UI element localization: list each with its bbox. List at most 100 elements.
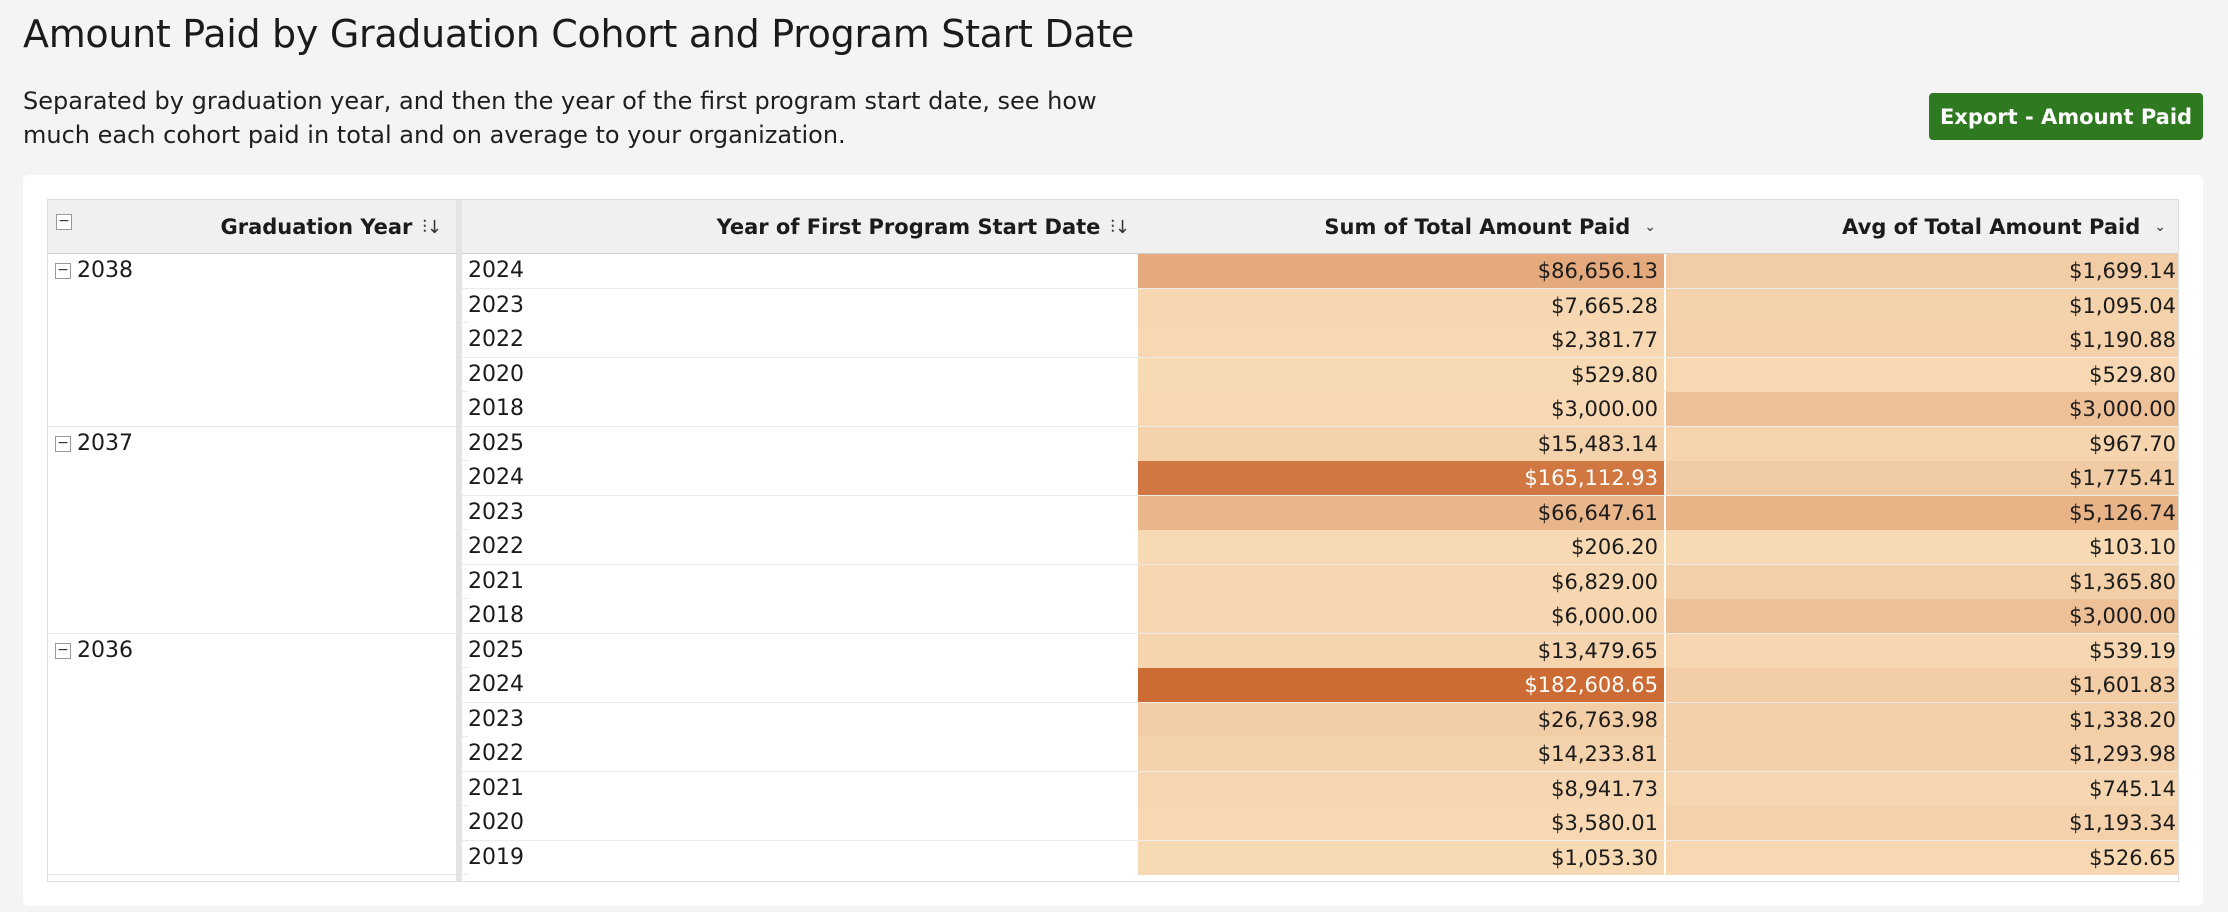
table-row: 2023 $7,665.28 $1,095.04	[462, 288, 2178, 323]
table-row: 2024 $165,112.93 $1,775.41	[462, 461, 2178, 496]
sum-amount-cell: $1,053.30	[1138, 840, 1664, 875]
start-year-cell: 2022	[468, 323, 1138, 357]
column-header-label: Graduation Year	[220, 215, 413, 239]
sum-amount-cell: $15,483.14	[1138, 426, 1664, 461]
column-resize-handle[interactable]	[456, 200, 462, 881]
page-description: Separated by graduation year, and then t…	[23, 87, 1097, 149]
column-header-graduation-year[interactable]: Graduation Year ⫶↓	[48, 200, 456, 254]
table-row: 2022 $14,233.81 $1,293.98	[462, 737, 2178, 772]
avg-amount-cell: $1,190.88	[1666, 323, 2178, 357]
table-row: 2022 $206.20 $103.10	[462, 530, 2178, 565]
avg-amount-cell: $1,601.83	[1666, 668, 2178, 702]
group-cell-2038: −2038	[48, 254, 456, 427]
sum-amount-cell: $86,656.13	[1138, 254, 1664, 288]
table-row: 2025 $13,479.65 $539.19	[462, 633, 2178, 668]
sum-amount-cell: $7,665.28	[1138, 288, 1664, 323]
table-body: −2038 2024 $86,656.13 $1,699.14 2023 $7,665.2…	[48, 254, 2178, 881]
avg-amount-cell: $3,000.00	[1666, 392, 2178, 426]
table-row: 2023 $66,647.61 $5,126.74	[462, 495, 2178, 530]
table-row: 2018 $3,000.00 $3,000.00	[462, 392, 2178, 427]
table-row: 2020 $529.80 $529.80	[462, 357, 2178, 392]
start-year-cell: 2020	[468, 357, 1138, 392]
chevron-down-icon[interactable]: ⌄	[1644, 219, 1656, 235]
export-amount-paid-button[interactable]: Export - Amount Paid	[1929, 93, 2203, 140]
sum-amount-cell: $182,608.65	[1138, 668, 1664, 702]
chevron-down-icon[interactable]: ⌄	[2154, 219, 2166, 235]
group-cell-2037: −2037	[48, 426, 456, 634]
collapse-toggle-icon[interactable]: −	[55, 642, 71, 659]
collapse-all-icon[interactable]: −	[56, 214, 72, 230]
graduation-year-label: 2038	[77, 258, 133, 283]
table-row: 2020 $3,580.01 $1,193.34	[462, 806, 2178, 841]
sort-icon[interactable]: ⫶↓	[1110, 216, 1130, 238]
start-year-cell: 2022	[468, 530, 1138, 564]
avg-amount-cell: $1,699.14	[1666, 254, 2178, 288]
column-header-avg-amount-paid[interactable]: Avg of Total Amount Paid ⌄	[1672, 200, 2178, 254]
table-row: 2022 $2,381.77 $1,190.88	[462, 323, 2178, 358]
sum-amount-cell: $529.80	[1138, 357, 1664, 392]
table-row: 2024 $86,656.13 $1,699.14	[462, 254, 2178, 289]
avg-amount-cell: $5,126.74	[1666, 495, 2178, 530]
start-year-cell: 2021	[468, 771, 1138, 806]
table-row: 2018 $6,000.00 $3,000.00	[462, 599, 2178, 634]
table-header: − Graduation Year ⫶↓ Year of First Progr…	[48, 200, 2178, 254]
table-row: 2024 $182,608.65 $1,601.83	[462, 668, 2178, 703]
start-year-cell: 2018	[468, 599, 1138, 633]
avg-amount-cell: $1,095.04	[1666, 288, 2178, 323]
start-year-cell: 2024	[468, 668, 1138, 702]
avg-amount-cell: $539.19	[1666, 633, 2178, 668]
column-header-label: Year of First Program Start Date	[716, 215, 1101, 239]
sum-amount-cell: $8,941.73	[1138, 771, 1664, 806]
avg-amount-cell: $1,293.98	[1666, 737, 2178, 771]
avg-amount-cell: $1,338.20	[1666, 702, 2178, 737]
sum-amount-cell: $26,763.98	[1138, 702, 1664, 737]
sum-amount-cell: $2,381.77	[1138, 323, 1664, 357]
column-header-label: Sum of Total Amount Paid	[1324, 215, 1631, 239]
start-year-cell: 2023	[468, 702, 1138, 737]
sum-amount-cell: $14,233.81	[1138, 737, 1664, 771]
collapse-toggle-icon[interactable]: −	[55, 435, 71, 452]
avg-amount-cell: $1,775.41	[1666, 461, 2178, 495]
sum-amount-cell: $3,000.00	[1138, 392, 1664, 426]
start-year-cell: 2023	[468, 288, 1138, 323]
table-row: 2025 $15,483.14 $967.70	[462, 426, 2178, 461]
column-header-label: Avg of Total Amount Paid	[1842, 215, 2141, 239]
start-year-cell: 2022	[468, 737, 1138, 771]
avg-amount-cell: $526.65	[1666, 840, 2178, 875]
column-header-start-year[interactable]: Year of First Program Start Date ⫶↓	[462, 200, 1144, 254]
avg-amount-cell: $745.14	[1666, 771, 2178, 806]
start-year-cell: 2018	[468, 392, 1138, 426]
group-cell-2036: −2036	[48, 633, 456, 875]
pivot-table: − Graduation Year ⫶↓ Year of First Progr…	[47, 199, 2179, 882]
page-title: Amount Paid by Graduation Cohort and Pro…	[23, 12, 1134, 56]
sum-amount-cell: $206.20	[1138, 530, 1664, 564]
collapse-toggle-icon[interactable]: −	[55, 263, 71, 279]
pivot-table-card: − Graduation Year ⫶↓ Year of First Progr…	[23, 175, 2203, 906]
avg-amount-cell: $529.80	[1666, 357, 2178, 392]
sum-amount-cell: $6,000.00	[1138, 599, 1664, 633]
table-row: 2023 $26,763.98 $1,338.20	[462, 702, 2178, 737]
table-row: 2019 $1,053.30 $526.65	[462, 840, 2178, 875]
sum-amount-cell: $3,580.01	[1138, 806, 1664, 840]
table-row: 2021 $8,941.73 $745.14	[462, 771, 2178, 806]
sort-icon[interactable]: ⫶↓	[422, 216, 442, 238]
start-year-cell: 2024	[468, 461, 1138, 495]
start-year-cell: 2025	[468, 426, 1138, 461]
sum-amount-cell: $66,647.61	[1138, 495, 1664, 530]
start-year-cell: 2024	[468, 254, 1138, 288]
start-year-cell: 2020	[468, 806, 1138, 840]
avg-amount-cell: $1,365.80	[1666, 564, 2178, 599]
graduation-year-label: 2037	[77, 430, 133, 456]
avg-amount-cell: $3,000.00	[1666, 599, 2178, 633]
avg-amount-cell: $967.70	[1666, 426, 2178, 461]
start-year-cell: 2021	[468, 564, 1138, 599]
graduation-year-label: 2036	[77, 637, 133, 663]
start-year-cell: 2019	[468, 840, 1138, 875]
avg-amount-cell: $1,193.34	[1666, 806, 2178, 840]
sum-amount-cell: $6,829.00	[1138, 564, 1664, 599]
start-year-cell: 2025	[468, 633, 1138, 668]
sum-amount-cell: $165,112.93	[1138, 461, 1664, 495]
table-row: 2021 $6,829.00 $1,365.80	[462, 564, 2178, 599]
sum-amount-cell: $13,479.65	[1138, 633, 1664, 668]
column-header-sum-amount-paid[interactable]: Sum of Total Amount Paid ⌄	[1144, 200, 1670, 254]
